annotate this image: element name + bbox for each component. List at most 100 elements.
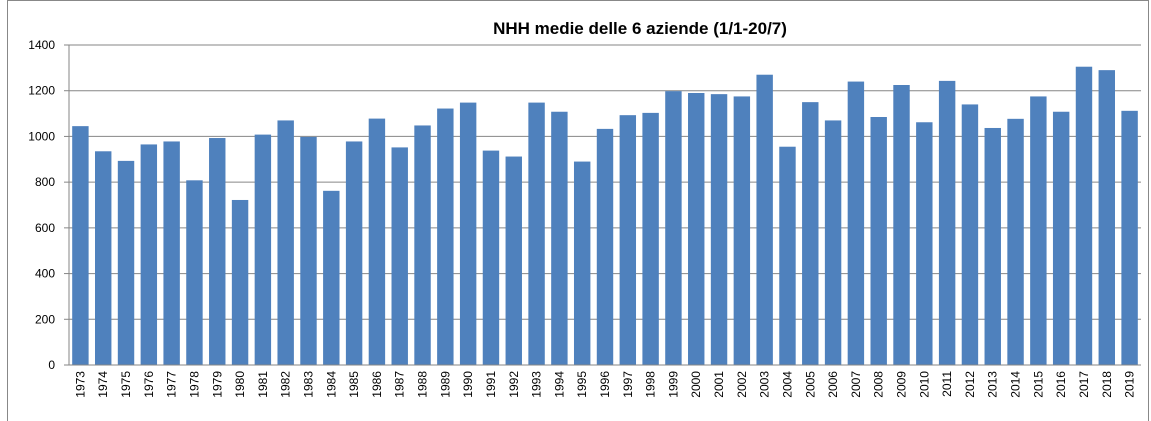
x-tick-label: 1998 <box>644 371 658 398</box>
x-tick-label: 1989 <box>438 371 452 398</box>
bar <box>459 102 477 365</box>
bar <box>802 102 819 366</box>
x-tick-label: 2003 <box>758 371 772 398</box>
x-tick-label: 1987 <box>393 371 407 398</box>
y-tick-label: 1400 <box>28 38 55 52</box>
x-tick-label: 2002 <box>735 371 749 398</box>
bar <box>688 93 705 365</box>
bar <box>140 144 158 365</box>
bar <box>345 141 363 365</box>
x-tick-label: 1993 <box>530 371 544 398</box>
x-tick-label: 2018 <box>1100 371 1114 398</box>
bar <box>642 112 659 365</box>
x-tick-label: 2004 <box>780 371 794 398</box>
bar <box>186 180 203 365</box>
x-tick-label: 1997 <box>621 371 635 398</box>
bar <box>551 111 568 365</box>
bar <box>528 102 545 365</box>
bar <box>231 199 249 365</box>
x-tick-label: 2010 <box>917 371 931 398</box>
x-tick-label: 2012 <box>963 371 977 398</box>
x-tick-label: 2000 <box>689 371 703 398</box>
x-tick-label: 1982 <box>279 371 293 398</box>
x-tick-label: 2016 <box>1054 371 1068 398</box>
x-tick-label: 1988 <box>416 371 430 398</box>
bar <box>733 96 751 365</box>
bar <box>277 120 294 365</box>
bar <box>163 141 180 365</box>
x-tick-label: 2005 <box>803 371 817 398</box>
x-tick-label: 1974 <box>96 371 110 398</box>
bar <box>368 118 386 365</box>
bar <box>323 190 340 365</box>
bar <box>482 150 500 365</box>
x-tick-label: 2017 <box>1077 371 1091 398</box>
y-tick-label: 0 <box>48 358 55 372</box>
bar <box>779 146 796 365</box>
bar <box>1121 110 1138 365</box>
bar <box>573 161 591 365</box>
bar <box>619 115 637 366</box>
bar <box>756 74 773 365</box>
bar <box>437 108 454 366</box>
x-tick-label: 1983 <box>301 371 315 398</box>
x-tick-label: 2011 <box>940 371 954 397</box>
x-tick-label: 1979 <box>210 371 224 398</box>
chart-frame <box>7 0 1149 421</box>
bar <box>893 85 910 365</box>
x-tick-label: 1999 <box>666 371 680 398</box>
bar <box>117 160 135 365</box>
bar <box>254 134 272 365</box>
x-tick-label: 2015 <box>1031 371 1045 398</box>
x-tick-label: 2014 <box>1009 371 1023 398</box>
y-tick-label: 600 <box>35 221 55 235</box>
y-tick-label: 1200 <box>28 84 55 98</box>
x-tick-label: 1976 <box>142 371 156 398</box>
x-tick-label: 2019 <box>1123 371 1137 398</box>
x-tick-label: 1986 <box>370 371 384 398</box>
x-tick-label: 1973 <box>73 371 87 398</box>
bar <box>72 126 89 366</box>
bar <box>1052 111 1070 365</box>
x-tick-label: 1980 <box>233 371 247 398</box>
chart-title: NHH medie delle 6 aziende (1/1-20/7) <box>493 19 787 38</box>
bar <box>984 127 1001 365</box>
x-tick-label: 1995 <box>575 371 589 398</box>
y-tick-label: 200 <box>35 312 55 326</box>
x-tick-label: 1975 <box>119 371 133 398</box>
bar <box>1007 118 1024 365</box>
x-tick-label: 2007 <box>849 371 863 398</box>
bar <box>710 94 728 366</box>
bar <box>505 156 522 365</box>
bar <box>1030 96 1047 365</box>
x-tick-label: 2006 <box>826 371 840 398</box>
bar <box>961 104 979 365</box>
bar <box>95 151 112 365</box>
bar <box>1098 70 1115 366</box>
bar <box>391 147 408 365</box>
x-tick-label: 1977 <box>165 371 179 398</box>
bar <box>414 125 431 365</box>
bar <box>847 81 865 366</box>
x-tick-label: 1981 <box>256 371 270 398</box>
bar <box>824 120 842 365</box>
bar <box>596 128 614 365</box>
y-tick-label: 800 <box>35 175 55 189</box>
x-tick-label: 1978 <box>187 371 201 398</box>
x-tick-label: 2009 <box>895 371 909 398</box>
y-tick-label: 400 <box>35 267 55 281</box>
x-tick-label: 2001 <box>712 371 726 398</box>
x-tick-label: 1984 <box>324 371 338 398</box>
y-tick-label: 1000 <box>28 129 55 143</box>
bar <box>665 91 682 366</box>
bar <box>916 122 933 365</box>
bar <box>938 80 956 365</box>
x-tick-label: 1985 <box>347 371 361 398</box>
bar <box>1075 66 1093 365</box>
x-tick-label: 2013 <box>986 371 1000 398</box>
bar <box>209 138 226 365</box>
x-tick-label: 1994 <box>552 371 566 398</box>
bar <box>300 136 317 365</box>
bar <box>870 117 887 365</box>
